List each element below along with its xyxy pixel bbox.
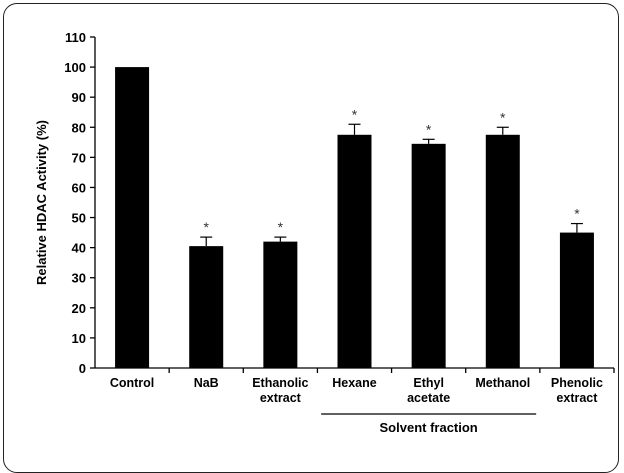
bar <box>115 67 150 368</box>
y-tick-label: 60 <box>72 180 86 195</box>
y-axis: 0 10 20 30 40 50 60 70 80 90 100 110 <box>64 30 96 376</box>
bars: * * * * * * <box>115 67 594 368</box>
x-category-label: acetate <box>407 391 450 405</box>
significance-marker: * <box>500 109 506 125</box>
bar <box>337 134 372 368</box>
significance-marker: * <box>278 219 284 235</box>
x-category-label: Hexane <box>332 376 377 390</box>
significance-marker: * <box>574 206 580 222</box>
y-tick-label: 20 <box>72 301 86 316</box>
y-tick-label: 10 <box>72 331 86 346</box>
x-category-label: extract <box>260 391 302 405</box>
y-tick-label: 30 <box>72 271 86 286</box>
group-label: Solvent fraction <box>380 420 478 435</box>
y-tick-label: 80 <box>72 120 86 135</box>
y-axis-title: Relative HDAC Activity (%) <box>34 120 49 285</box>
y-tick-label: 70 <box>72 150 86 165</box>
x-category-label: extract <box>556 391 598 405</box>
bar <box>485 134 520 368</box>
y-tick-label: 90 <box>72 90 86 105</box>
y-tick-label: 50 <box>72 211 86 226</box>
bar-chart: 0 10 20 30 40 50 60 70 80 90 100 110 * * * * * * Control… <box>34 30 615 435</box>
y-tick-label: 100 <box>64 60 86 75</box>
significance-marker: * <box>426 121 432 137</box>
bar <box>263 241 298 368</box>
bar <box>559 232 594 368</box>
x-category-label: Ethanolic <box>252 376 308 390</box>
bar <box>189 246 224 368</box>
y-tick-label: 40 <box>72 241 86 256</box>
x-category-label: NaB <box>194 376 219 390</box>
x-category-label: Ethyl <box>413 376 444 390</box>
x-category-label: Methanol <box>475 376 530 390</box>
x-category-label: Phenolic <box>551 376 603 390</box>
x-category-label: Control <box>110 376 154 390</box>
y-tick-label: 110 <box>65 30 86 45</box>
bar <box>411 143 446 368</box>
significance-marker: * <box>203 219 209 235</box>
y-tick-label: 0 <box>79 361 86 376</box>
significance-marker: * <box>352 106 358 122</box>
